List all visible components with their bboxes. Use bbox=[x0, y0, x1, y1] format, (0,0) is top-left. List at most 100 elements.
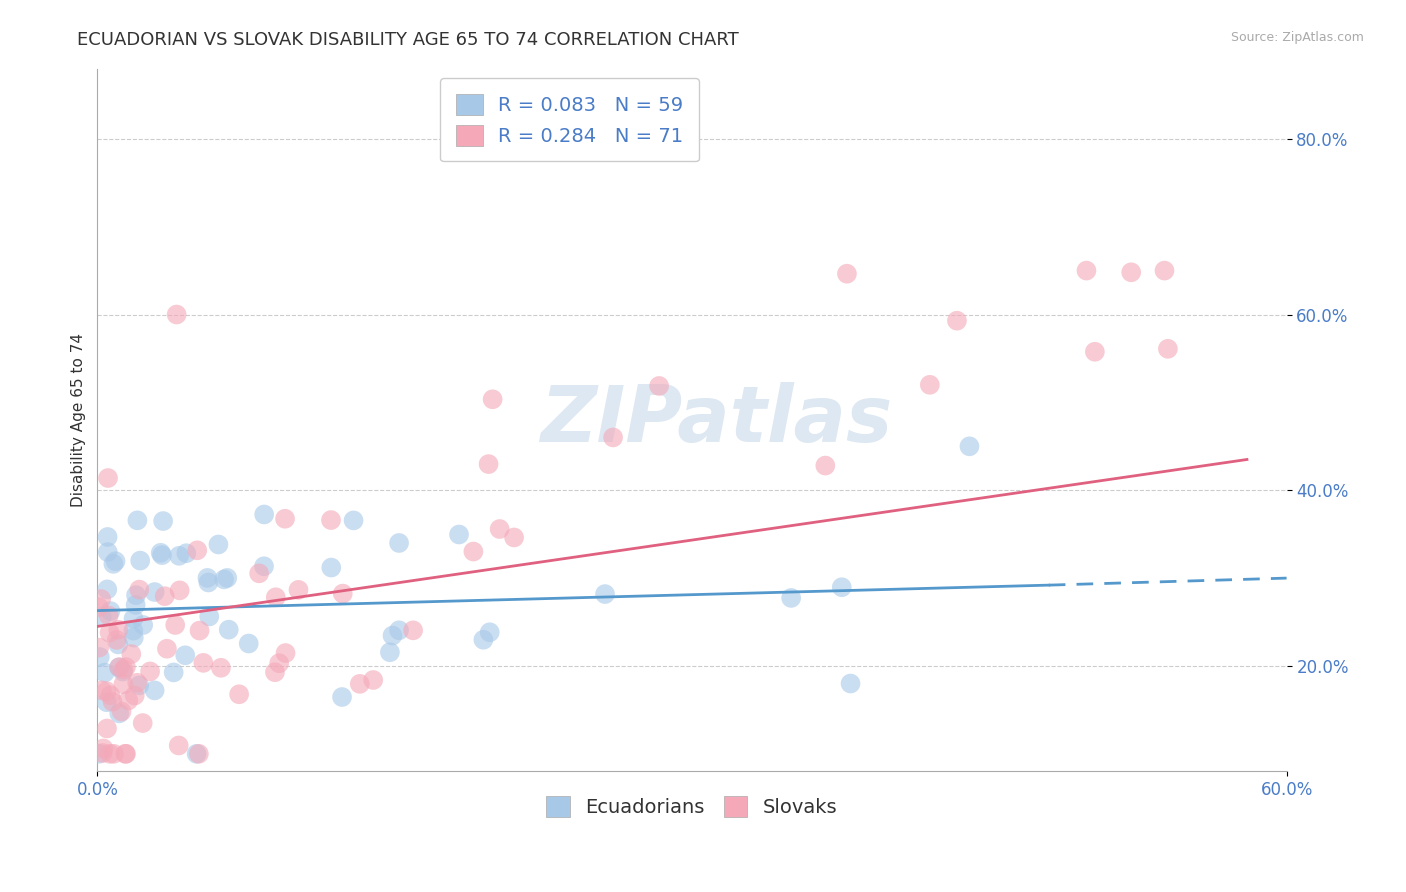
Point bbox=[1153, 263, 1175, 277]
Point bbox=[125, 588, 148, 602]
Point bbox=[132, 618, 155, 632]
Y-axis label: Disability Age 65 to 74: Disability Age 65 to 74 bbox=[72, 333, 86, 507]
Point bbox=[187, 747, 209, 761]
Point bbox=[111, 665, 134, 679]
Point bbox=[402, 624, 425, 638]
Point bbox=[152, 514, 174, 528]
Point bbox=[153, 589, 176, 603]
Point bbox=[1076, 263, 1098, 277]
Point bbox=[321, 560, 343, 574]
Point bbox=[167, 549, 190, 563]
Point bbox=[274, 512, 297, 526]
Point bbox=[593, 587, 616, 601]
Point bbox=[166, 308, 188, 322]
Point bbox=[96, 684, 118, 698]
Point bbox=[332, 586, 354, 600]
Point bbox=[127, 675, 149, 690]
Point bbox=[100, 604, 122, 618]
Point bbox=[96, 722, 118, 736]
Point bbox=[128, 582, 150, 597]
Point bbox=[342, 513, 364, 527]
Point bbox=[108, 706, 131, 721]
Point bbox=[122, 631, 145, 645]
Point bbox=[188, 624, 211, 638]
Point bbox=[108, 660, 131, 674]
Point bbox=[447, 527, 470, 541]
Point bbox=[91, 746, 114, 760]
Point bbox=[93, 665, 115, 680]
Point bbox=[388, 624, 411, 638]
Point bbox=[831, 580, 853, 594]
Point bbox=[163, 665, 186, 680]
Point bbox=[228, 687, 250, 701]
Point bbox=[198, 609, 221, 624]
Point bbox=[253, 508, 276, 522]
Point bbox=[103, 747, 125, 761]
Point bbox=[97, 471, 120, 485]
Point bbox=[129, 553, 152, 567]
Point bbox=[193, 656, 215, 670]
Point bbox=[98, 625, 121, 640]
Point bbox=[108, 660, 131, 674]
Point bbox=[112, 663, 135, 677]
Text: ECUADORIAN VS SLOVAK DISABILITY AGE 65 TO 74 CORRELATION CHART: ECUADORIAN VS SLOVAK DISABILITY AGE 65 T… bbox=[77, 31, 740, 49]
Point bbox=[96, 582, 118, 597]
Point bbox=[165, 618, 187, 632]
Point bbox=[100, 688, 122, 702]
Point bbox=[959, 439, 981, 453]
Point bbox=[112, 677, 135, 691]
Point bbox=[218, 623, 240, 637]
Point bbox=[477, 457, 499, 471]
Point bbox=[207, 537, 229, 551]
Point bbox=[946, 314, 969, 328]
Point bbox=[90, 683, 112, 698]
Point bbox=[93, 741, 115, 756]
Point bbox=[169, 583, 191, 598]
Point bbox=[349, 677, 371, 691]
Point bbox=[103, 557, 125, 571]
Point bbox=[143, 683, 166, 698]
Point bbox=[114, 747, 136, 761]
Point bbox=[90, 610, 112, 624]
Point bbox=[115, 660, 138, 674]
Point bbox=[1157, 342, 1180, 356]
Point bbox=[128, 678, 150, 692]
Point bbox=[648, 379, 671, 393]
Point bbox=[478, 625, 501, 640]
Point bbox=[381, 629, 404, 643]
Point bbox=[97, 608, 120, 623]
Point bbox=[780, 591, 803, 605]
Point bbox=[814, 458, 837, 473]
Point bbox=[463, 544, 485, 558]
Point bbox=[115, 747, 138, 761]
Point bbox=[120, 647, 142, 661]
Point bbox=[107, 623, 129, 637]
Point bbox=[274, 646, 297, 660]
Point bbox=[264, 665, 287, 680]
Point bbox=[388, 536, 411, 550]
Legend: Ecuadorians, Slovaks: Ecuadorians, Slovaks bbox=[538, 789, 845, 825]
Point bbox=[488, 522, 510, 536]
Point bbox=[139, 665, 162, 679]
Point bbox=[96, 695, 118, 709]
Point bbox=[238, 636, 260, 650]
Point bbox=[186, 747, 208, 761]
Point bbox=[378, 645, 401, 659]
Point bbox=[117, 693, 139, 707]
Point bbox=[253, 559, 276, 574]
Point bbox=[124, 598, 146, 612]
Text: Source: ZipAtlas.com: Source: ZipAtlas.com bbox=[1230, 31, 1364, 45]
Point bbox=[264, 591, 287, 605]
Point bbox=[212, 573, 235, 587]
Point bbox=[131, 716, 153, 731]
Point bbox=[602, 430, 624, 444]
Point bbox=[104, 554, 127, 568]
Point bbox=[97, 545, 120, 559]
Point bbox=[105, 632, 128, 647]
Point bbox=[167, 739, 190, 753]
Point bbox=[101, 695, 124, 709]
Point bbox=[197, 575, 219, 590]
Point bbox=[269, 657, 291, 671]
Point bbox=[503, 531, 526, 545]
Point bbox=[124, 689, 146, 703]
